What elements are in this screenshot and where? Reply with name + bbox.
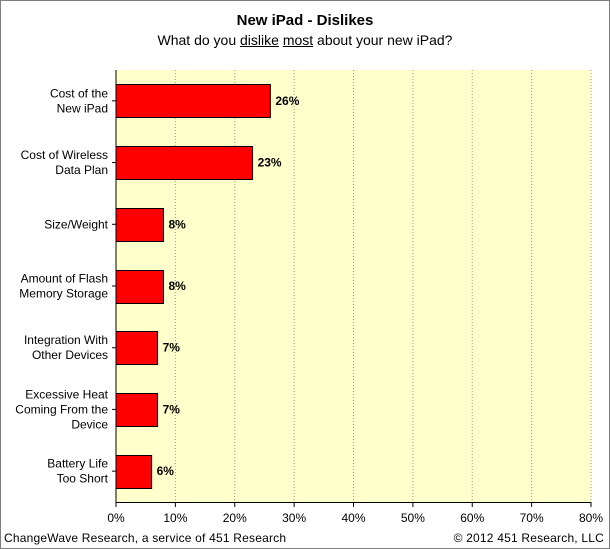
- bar-value-label: 8%: [169, 279, 187, 293]
- bar-value-label: 7%: [163, 341, 181, 355]
- bar: [115, 393, 159, 427]
- x-tick-label: 10%: [163, 511, 187, 525]
- category-label-line: Device: [71, 417, 108, 431]
- bar: [115, 84, 271, 118]
- bar-value-label: 6%: [157, 464, 175, 478]
- category-label: Cost of the New iPad: [50, 86, 108, 115]
- bar-value-label: 23%: [258, 156, 282, 170]
- x-tick-labels: 0% 10% 20% 30% 40% 50% 60% 70% 80%: [107, 502, 603, 525]
- bar: [115, 146, 254, 180]
- category-label: Battery Life Too Short: [47, 457, 108, 486]
- category-label-line: Other Devices: [32, 348, 108, 362]
- category-label-line: Cost of Wireless: [21, 148, 108, 162]
- chart-title: New iPad - Dislikes: [236, 12, 374, 29]
- x-tick-label: 50%: [401, 511, 425, 525]
- category-label-line: Size/Weight: [44, 217, 108, 231]
- bar: [115, 270, 164, 304]
- category-label-line: Too Short: [57, 472, 109, 486]
- category-label-line: Data Plan: [55, 163, 108, 177]
- x-tick-label: 40%: [341, 511, 365, 525]
- bar-value-label: 26%: [275, 94, 299, 108]
- category-label-line: New iPad: [57, 101, 108, 115]
- category-label-line: Amount of Flash: [21, 272, 108, 286]
- x-tick-label: 20%: [223, 511, 247, 525]
- category-label-line: Integration With: [24, 333, 108, 347]
- category-label-line: Excessive Heat: [25, 387, 108, 401]
- chart-subtitle: What do you dislike most about your new …: [0, 30, 610, 50]
- footer-source: ChangeWave Research, a service of 451 Re…: [4, 531, 287, 545]
- category-label-line: Cost of the: [50, 86, 108, 100]
- subtitle-emphasis-dislike: dislike: [240, 32, 279, 48]
- bar-value-label: 8%: [169, 217, 187, 231]
- bar: [115, 208, 164, 242]
- x-tick-label: 80%: [579, 511, 603, 525]
- bar: [115, 455, 153, 489]
- x-tick-label: 0%: [107, 511, 125, 525]
- category-label-line: Memory Storage: [19, 287, 108, 301]
- bars: [115, 84, 271, 489]
- category-label: Integration With Other Devices: [24, 333, 108, 362]
- bar-value-label: 7%: [163, 402, 181, 416]
- subtitle-emphasis-most: most: [282, 32, 314, 48]
- subtitle-suffix: about your new iPad?: [313, 32, 453, 48]
- category-label-line: Battery Life: [47, 457, 108, 471]
- category-label-line: Coming From the: [15, 402, 108, 416]
- x-tick-label: 60%: [460, 511, 484, 525]
- chart-header: New iPad - Dislikes What do you dislike …: [0, 12, 610, 50]
- x-tick-label: 30%: [282, 511, 306, 525]
- category-label: Excessive Heat Coming From the Device: [15, 387, 108, 431]
- category-labels: Cost of the New iPad Cost of Wireless Data …: [15, 86, 116, 486]
- value-labels: 26% 23% 8% 8% 7% 7% 6%: [157, 94, 300, 478]
- category-label: Amount of Flash Memory Storage: [19, 272, 108, 301]
- x-tick-label: 70%: [520, 511, 544, 525]
- category-label: Cost of Wireless Data Plan: [21, 148, 108, 177]
- gridlines: [174, 70, 592, 502]
- footer-copyright: © 2012 451 Research, LLC: [453, 531, 604, 545]
- bar: [115, 331, 159, 365]
- category-label: Size/Weight: [44, 217, 108, 231]
- subtitle-prefix: What do you: [157, 32, 241, 48]
